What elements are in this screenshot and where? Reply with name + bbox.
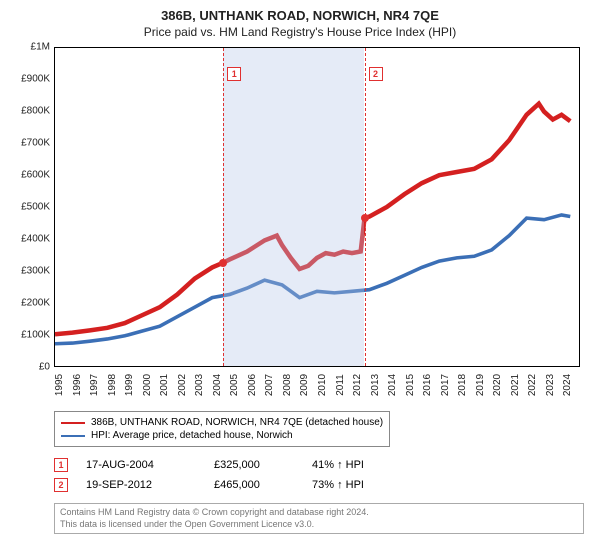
attribution-line: Contains HM Land Registry data © Crown c…: [60, 507, 578, 519]
x-tick-label: 1998: [107, 374, 118, 396]
x-tick-label: 2024: [562, 374, 573, 396]
x-tick-label: 2013: [370, 374, 381, 396]
sale-dot: [361, 214, 369, 222]
legend-swatch: [61, 435, 85, 437]
sale-dot: [219, 259, 227, 267]
sale-delta: 41% ↑ HPI: [312, 459, 364, 471]
sale-price: £325,000: [214, 459, 294, 471]
y-tick-label: £900K: [21, 74, 50, 85]
x-tick-label: 2017: [440, 374, 451, 396]
sale-row: 1 17-AUG-2004 £325,000 41% ↑ HPI: [54, 455, 584, 475]
sale-delta: 73% ↑ HPI: [312, 479, 364, 491]
x-tick-label: 2022: [527, 374, 538, 396]
attribution-line: This data is licensed under the Open Gov…: [60, 519, 578, 531]
chart-title: 386B, UNTHANK ROAD, NORWICH, NR4 7QE: [16, 8, 584, 23]
x-tick-label: 1997: [89, 374, 100, 396]
x-tick-label: 2000: [142, 374, 153, 396]
y-tick-label: £300K: [21, 266, 50, 277]
y-tick-label: £600K: [21, 170, 50, 181]
sale-date: 17-AUG-2004: [86, 459, 196, 471]
x-tick-label: 2019: [475, 374, 486, 396]
x-tick-label: 1995: [54, 374, 65, 396]
y-tick-label: £1M: [31, 42, 50, 53]
y-tick-label: £100K: [21, 330, 50, 341]
x-tick-label: 2012: [352, 374, 363, 396]
sale-vline: [365, 48, 366, 366]
sale-vline: [223, 48, 224, 366]
sale-date: 19-SEP-2012: [86, 479, 196, 491]
sales-table: 1 17-AUG-2004 £325,000 41% ↑ HPI 2 19-SEP-201…: [54, 455, 584, 495]
attribution: Contains HM Land Registry data © Crown c…: [54, 503, 584, 534]
shade-band: [230, 48, 365, 366]
sale-marker: 2: [369, 67, 383, 81]
x-tick-label: 2003: [194, 374, 205, 396]
y-tick-label: £700K: [21, 138, 50, 149]
x-tick-label: 2018: [457, 374, 468, 396]
x-tick-label: 2009: [299, 374, 310, 396]
plot-area: 12: [54, 47, 580, 367]
x-tick-label: 1999: [124, 374, 135, 396]
x-tick-label: 2021: [510, 374, 521, 396]
legend-item: 386B, UNTHANK ROAD, NORWICH, NR4 7QE (de…: [61, 416, 383, 429]
y-tick-label: £0: [39, 362, 50, 373]
x-tick-label: 2023: [545, 374, 556, 396]
x-tick-label: 2007: [264, 374, 275, 396]
x-tick-label: 2010: [317, 374, 328, 396]
x-tick-label: 2014: [387, 374, 398, 396]
sale-row-marker: 2: [54, 478, 68, 492]
x-tick-label: 2006: [247, 374, 258, 396]
x-tick-label: 2016: [422, 374, 433, 396]
legend-swatch: [61, 422, 85, 424]
y-tick-label: £400K: [21, 234, 50, 245]
x-tick-label: 2015: [405, 374, 416, 396]
x-tick-label: 2001: [159, 374, 170, 396]
sale-marker: 1: [227, 67, 241, 81]
x-axis: 1995 1996 1997 1998 1999 2000 2001 2002 2003 2004…: [54, 367, 580, 407]
x-tick-label: 2005: [229, 374, 240, 396]
y-tick-label: £500K: [21, 202, 50, 213]
chart-subtitle: Price paid vs. HM Land Registry's House …: [16, 25, 584, 39]
x-tick-label: 2004: [212, 374, 223, 396]
sale-price: £465,000: [214, 479, 294, 491]
chart-area: £0£100K£200K£300K£400K£500K£600K£700K£80…: [54, 47, 580, 367]
sale-row: 2 19-SEP-2012 £465,000 73% ↑ HPI: [54, 475, 584, 495]
x-tick-label: 2011: [335, 374, 346, 396]
legend-item: HPI: Average price, detached house, Norw…: [61, 429, 383, 442]
y-tick-label: £200K: [21, 298, 50, 309]
x-tick-label: 2008: [282, 374, 293, 396]
x-tick-label: 2002: [177, 374, 188, 396]
legend-label: HPI: Average price, detached house, Norw…: [91, 430, 293, 441]
sale-row-marker: 1: [54, 458, 68, 472]
legend-label: 386B, UNTHANK ROAD, NORWICH, NR4 7QE (de…: [91, 417, 383, 428]
y-tick-label: £800K: [21, 106, 50, 117]
x-tick-label: 1996: [72, 374, 83, 396]
x-tick-label: 2020: [492, 374, 503, 396]
y-axis: £0£100K£200K£300K£400K£500K£600K£700K£80…: [16, 47, 52, 367]
legend: 386B, UNTHANK ROAD, NORWICH, NR4 7QE (de…: [54, 411, 390, 447]
